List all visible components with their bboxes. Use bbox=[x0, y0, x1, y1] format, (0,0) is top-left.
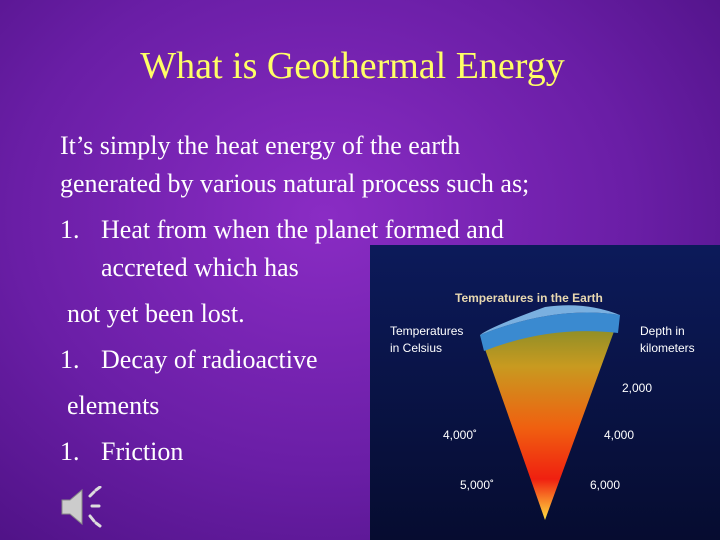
body-line: It’s simply the heat energy of the earth bbox=[60, 131, 461, 160]
figure-label: Depth in bbox=[640, 324, 685, 338]
depth-label: 2,000 bbox=[622, 381, 652, 395]
slide-title: What is Geothermal Energy bbox=[140, 45, 565, 87]
list-text: accreted which has bbox=[101, 253, 299, 282]
list-number: 1. bbox=[60, 215, 80, 244]
depth-label: 4,000 bbox=[604, 428, 634, 442]
list-text: elements bbox=[67, 391, 160, 420]
list-text: Heat from when the planet formed and bbox=[101, 215, 504, 244]
figure-label: Temperatures bbox=[390, 324, 463, 338]
list-text: Decay of radioactive bbox=[101, 345, 318, 374]
list-text: Friction bbox=[101, 437, 184, 466]
speaker-icon[interactable] bbox=[58, 486, 108, 528]
temperature-label: 4,000˚ bbox=[443, 428, 477, 442]
depth-label: 6,000 bbox=[590, 478, 620, 492]
list-number: 1. bbox=[60, 345, 80, 374]
temperature-label: 5,000˚ bbox=[460, 478, 494, 492]
figure-label: kilometers bbox=[640, 341, 695, 355]
body-line: generated by various natural process suc… bbox=[60, 169, 530, 198]
figure-title: Temperatures in the Earth bbox=[455, 291, 603, 305]
figure-label: in Celsius bbox=[390, 341, 442, 355]
list-text: not yet been lost. bbox=[67, 299, 245, 328]
earth-figure: Temperatures in the Earth Temperatures i… bbox=[370, 245, 720, 540]
list-number: 1. bbox=[60, 437, 80, 466]
